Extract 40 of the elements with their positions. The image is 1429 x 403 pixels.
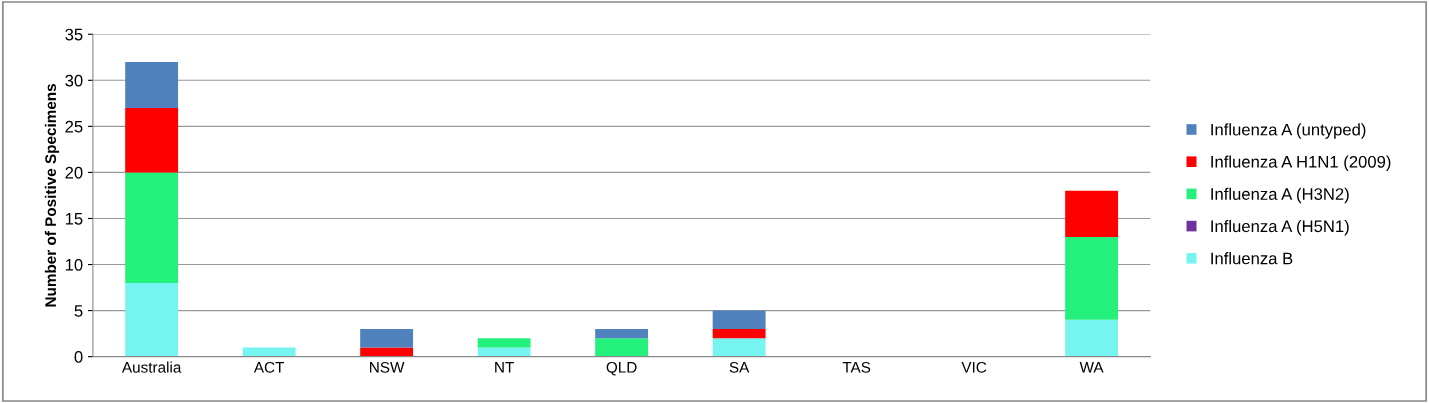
y-tick-label: 15: [65, 213, 83, 225]
bar: [242, 347, 296, 357]
bar: [125, 282, 179, 357]
bar: [595, 338, 649, 357]
y-tick-label: 0: [74, 351, 83, 363]
bar: [1065, 236, 1119, 320]
legend-label: Influenza B: [1211, 252, 1293, 265]
bar: [125, 172, 179, 283]
bar: [125, 61, 179, 108]
y-axis-title: Number of Positive Specimens: [44, 84, 60, 307]
x-tick-label: NT: [495, 362, 514, 373]
bar: [360, 347, 414, 357]
y-tick-label: 10: [65, 258, 83, 271]
bar: [712, 338, 766, 357]
bar: [125, 107, 179, 173]
x-tick-label: ACT: [253, 361, 285, 373]
legend-label: Influenza A (H3N2): [1211, 187, 1349, 204]
x-tick-label: WA: [1079, 362, 1104, 373]
x-tick-label: QLD: [606, 361, 637, 376]
y-tick-label: 25: [65, 120, 83, 133]
legend-label: Influenza A (H5N1): [1211, 219, 1349, 236]
bar: [1065, 319, 1119, 357]
y-tick-label: 5: [74, 305, 83, 317]
legend-label: Influenza A H1N1 (2009): [1211, 155, 1391, 172]
bar: [360, 329, 414, 348]
x-tick-label: VIC: [961, 361, 987, 373]
bar: [477, 347, 531, 357]
y-tick-label: 20: [65, 166, 83, 179]
bar: [595, 329, 649, 339]
bar: [1065, 190, 1119, 237]
x-tick-label: TAS: [842, 361, 871, 373]
y-tick-label: 30: [65, 74, 83, 87]
bar: [712, 310, 766, 330]
x-tick-label: NSW: [370, 361, 405, 373]
bar: [477, 338, 531, 348]
x-tick-label: Australia: [121, 361, 182, 373]
legend-label: Influenza A (untyped): [1211, 123, 1366, 139]
y-tick-label: 35: [65, 28, 83, 41]
x-tick-label: SA: [729, 361, 750, 373]
bar: [712, 329, 766, 339]
